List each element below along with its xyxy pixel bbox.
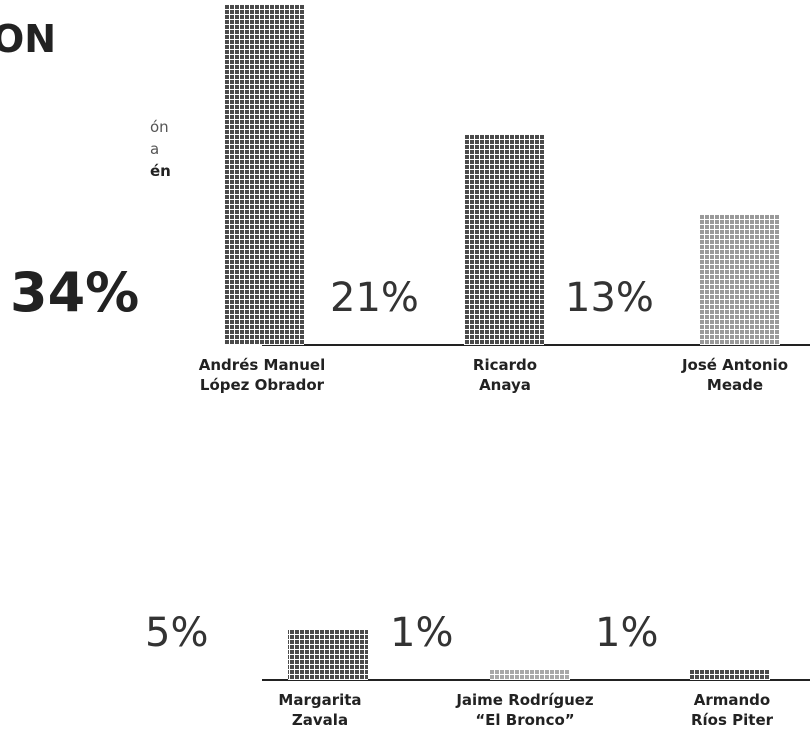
category-label: Armando Ríos Piter	[690, 691, 774, 729]
category-label: Jaime Rodríguez “El Bronco”	[456, 691, 594, 729]
subtitle-fragment: ón	[150, 118, 169, 136]
value-label: 21%	[330, 275, 419, 321]
category-label: Andrés Manuel López Obrador	[198, 356, 326, 394]
subtitle-fragment: a	[150, 140, 160, 158]
category-label: Ricardo Anaya	[472, 356, 538, 394]
bar-texture	[224, 5, 304, 345]
bar-texture	[288, 630, 368, 680]
chart-title: ON	[0, 17, 56, 61]
bar-texture	[464, 135, 544, 345]
category-label: José Antonio Meade	[681, 356, 789, 394]
category-label: Margarita Zavala	[278, 691, 362, 729]
bar-texture	[700, 215, 780, 345]
value-label: 1%	[390, 610, 453, 656]
value-label: 5%	[145, 610, 208, 656]
value-label: 34%	[10, 261, 139, 324]
value-label: 13%	[565, 275, 654, 321]
bar-texture	[490, 670, 570, 680]
bar-texture	[690, 670, 770, 680]
value-label: 1%	[595, 610, 658, 656]
subtitle-fragment: én	[150, 162, 171, 180]
